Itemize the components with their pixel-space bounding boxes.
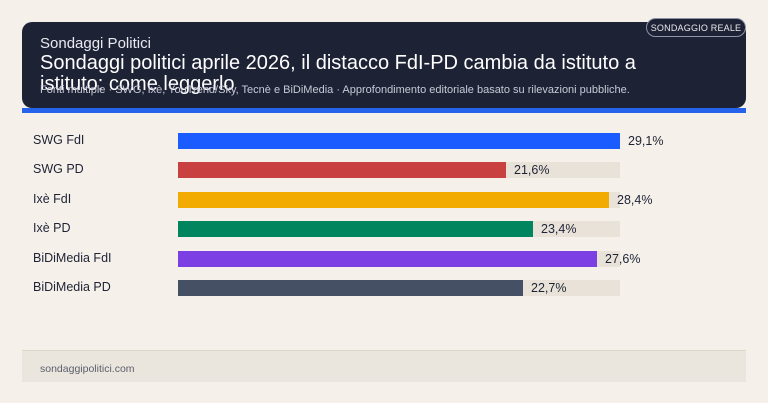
bar-row: SWG FdI 29,1% [0,131,768,151]
bar [178,280,523,296]
page-subtitle: Fonti multiple · SWG, Ixè, YouTrend/Sky,… [40,84,630,96]
category-label: Ixè FdI [33,191,72,206]
data-label: 29,1% [628,134,664,148]
category-label: BiDiMedia FdI [33,250,112,265]
bar-row: BiDiMedia PD 22,7% [0,278,768,298]
category-label: SWG FdI [33,133,85,147]
header-accent-bar [22,108,746,113]
bar [178,250,597,267]
bar-row: Ixè PD 23,4% [0,219,768,239]
status-badge: SONDAGGIO REALE [646,18,746,37]
category-label: SWG PD [33,162,84,177]
bar [178,191,609,208]
header-card: Sondaggi Politici Sondaggi politici apri… [22,22,746,108]
brand-name: Sondaggi Politici [40,35,151,52]
data-label: 21,6% [514,163,550,178]
category-label: BiDiMedia PD [33,280,111,294]
bar-row: SWG PD 21,6% [0,160,768,180]
bar-row: Ixè FdI 28,4% [0,190,768,210]
page-title: Sondaggi politici aprile 2026, il distac… [40,52,636,95]
footer-site: sondaggipolitici.com [40,363,135,375]
footer: sondaggipolitici.com [22,350,746,382]
bar [178,221,533,238]
bar [178,133,620,149]
bar-chart: SWG FdI 29,1% SWG PD 21,6% Ixè FdI 28,4% Ixè P… [0,124,768,304]
category-label: Ixè PD [33,221,71,236]
bar [178,162,506,179]
data-label: 27,6% [605,251,641,266]
data-label: 22,7% [531,281,567,295]
data-label: 23,4% [541,222,577,237]
bar-row: BiDiMedia FdI 27,6% [0,249,768,269]
data-label: 28,4% [617,192,653,207]
